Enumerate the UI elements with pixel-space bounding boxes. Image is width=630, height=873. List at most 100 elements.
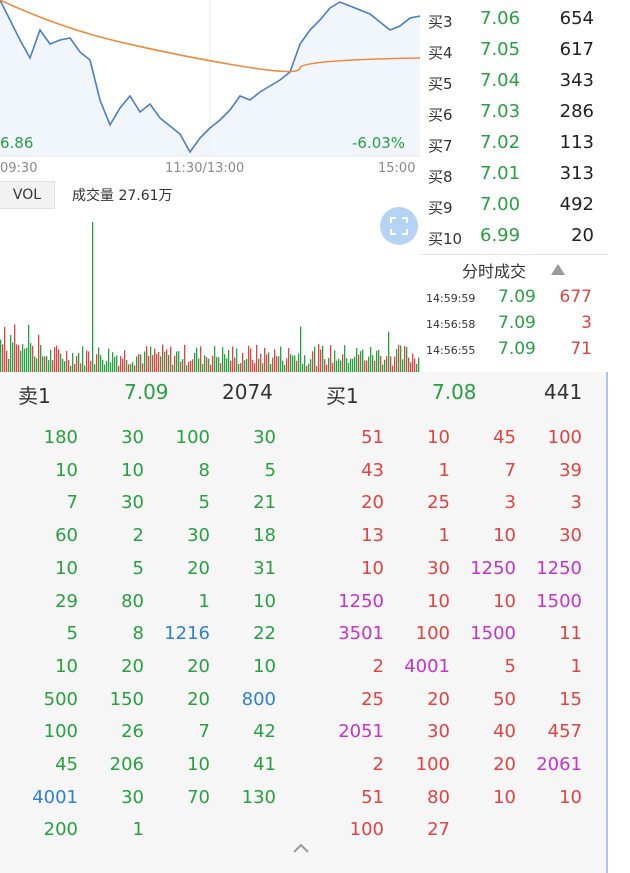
volume-bar	[176, 351, 178, 372]
bid-level-label: 买7	[428, 137, 453, 155]
volume-bar	[16, 344, 18, 372]
volume-bar	[192, 359, 194, 372]
volume-bar	[140, 354, 142, 372]
trade-price: 7.09	[498, 339, 536, 359]
order-book-row[interactable]: 买9 7.00 492	[420, 191, 608, 222]
buy-queue-order: 30	[427, 557, 450, 579]
volume-bar	[256, 344, 258, 372]
buy-queue-order: 100	[415, 623, 450, 645]
volume-bar	[166, 349, 168, 372]
buy-queue-order: 457	[547, 721, 582, 743]
volume-bar	[98, 347, 100, 372]
volume-bar	[8, 358, 10, 372]
trade-time: 14:56:55	[426, 344, 476, 357]
volume-bar	[0, 339, 2, 372]
bid-price: 7.01	[480, 163, 521, 184]
intraday-price-chart[interactable]	[0, 0, 420, 158]
volume-bar	[352, 358, 354, 372]
volume-bar	[194, 352, 196, 372]
volume-bar	[350, 358, 352, 372]
volume-bar	[326, 364, 328, 372]
volume-bar	[106, 360, 108, 372]
sell-queue-order: 45	[55, 754, 78, 775]
volume-bar	[202, 364, 204, 372]
sell-queue-order: 10	[55, 655, 78, 677]
volume-bar	[54, 347, 56, 372]
order-book-row[interactable]: 买5 7.04 343	[420, 67, 608, 98]
volume-bar	[188, 361, 190, 372]
sell-queue-order: 10	[55, 557, 78, 579]
buy-queue-order: 1	[570, 655, 582, 677]
bid-level-label: 买5	[428, 75, 453, 93]
trade-time: 14:56:58	[426, 318, 476, 331]
volume-bar	[28, 324, 30, 372]
volume-bar	[186, 365, 188, 372]
bid-volume: 617	[559, 39, 594, 60]
volume-bar	[190, 360, 192, 372]
vol-indicator-tab[interactable]: VOL	[0, 181, 55, 209]
sell-queue-order: 42	[253, 721, 276, 743]
volume-bar	[182, 359, 184, 372]
trades-title[interactable]: 分时成交	[462, 262, 527, 281]
volume-bar	[92, 222, 94, 372]
volume-bar	[296, 360, 298, 372]
buy-queue-order: 40	[493, 721, 516, 743]
volume-bar	[396, 349, 398, 372]
volume-bar	[266, 354, 268, 372]
volume-bar	[364, 360, 366, 372]
volume-bar	[2, 344, 4, 372]
volume-bar	[216, 357, 218, 372]
volume-bar	[412, 353, 414, 372]
bid-volume: 654	[559, 8, 594, 29]
volume-bar	[264, 347, 266, 372]
buy-queue-order: 11	[559, 623, 582, 645]
volume-bar	[14, 324, 16, 372]
volume-bar	[394, 356, 396, 372]
volume-bar	[376, 350, 378, 372]
expand-chart-button[interactable]	[380, 207, 418, 245]
volume-bar	[104, 364, 106, 372]
buy-queue-order: 30	[427, 721, 450, 743]
volume-bar	[116, 355, 118, 372]
order-book-row[interactable]: 买6 7.03 286	[420, 98, 608, 129]
volume-bar	[184, 344, 186, 372]
buy1-volume: 441	[544, 380, 583, 404]
volume-bar	[338, 358, 340, 372]
sell-queue-order: 10	[55, 459, 78, 481]
order-book-row[interactable]: 买4 7.05 617	[420, 36, 608, 67]
intraday-chart-pane: 6.86 -6.03% 09:30 11:30/13:00 15:00 VOL …	[0, 0, 420, 372]
order-book-row[interactable]: 买10 6.99 20	[420, 222, 608, 253]
buy-queue-order: 1	[438, 459, 450, 481]
order-book-row[interactable]: 买7 7.02 113	[420, 129, 608, 160]
volume-bar	[278, 356, 280, 372]
volume-bar	[164, 351, 166, 372]
buy-queue-order: 3	[504, 492, 516, 514]
volume-bar	[6, 350, 8, 372]
volume-bar	[206, 357, 208, 372]
collapse-up-icon[interactable]	[551, 264, 565, 275]
chevron-up-icon[interactable]	[292, 842, 310, 854]
volume-bar	[304, 355, 306, 372]
volume-bar	[132, 361, 134, 372]
volume-bar	[12, 342, 14, 372]
buy-queue-order: 2061	[536, 754, 582, 775]
volume-bar	[332, 362, 334, 372]
bid-price: 6.99	[480, 225, 521, 246]
buy-queue-order: 10	[427, 427, 450, 448]
buy-queue-order: 2051	[338, 721, 384, 743]
volume-bar	[370, 346, 372, 372]
order-book-row[interactable]: 买8 7.01 313	[420, 160, 608, 191]
volume-bar	[150, 346, 152, 372]
order-book-row[interactable]: 买3 7.06 654	[420, 5, 608, 36]
volume-bar	[416, 363, 418, 372]
buy1-label: 买1	[326, 384, 359, 408]
sell-queue-order: 41	[253, 754, 276, 775]
volume-bar	[324, 359, 326, 372]
buy-queue-order: 30	[559, 525, 582, 547]
buy-queue-order: 51	[361, 786, 384, 808]
volume-bar	[204, 355, 206, 372]
volume-bar	[404, 346, 406, 372]
volume-bar	[244, 359, 246, 372]
buy-queue-order: 13	[361, 525, 384, 547]
sell-queue-order: 130	[241, 786, 276, 808]
